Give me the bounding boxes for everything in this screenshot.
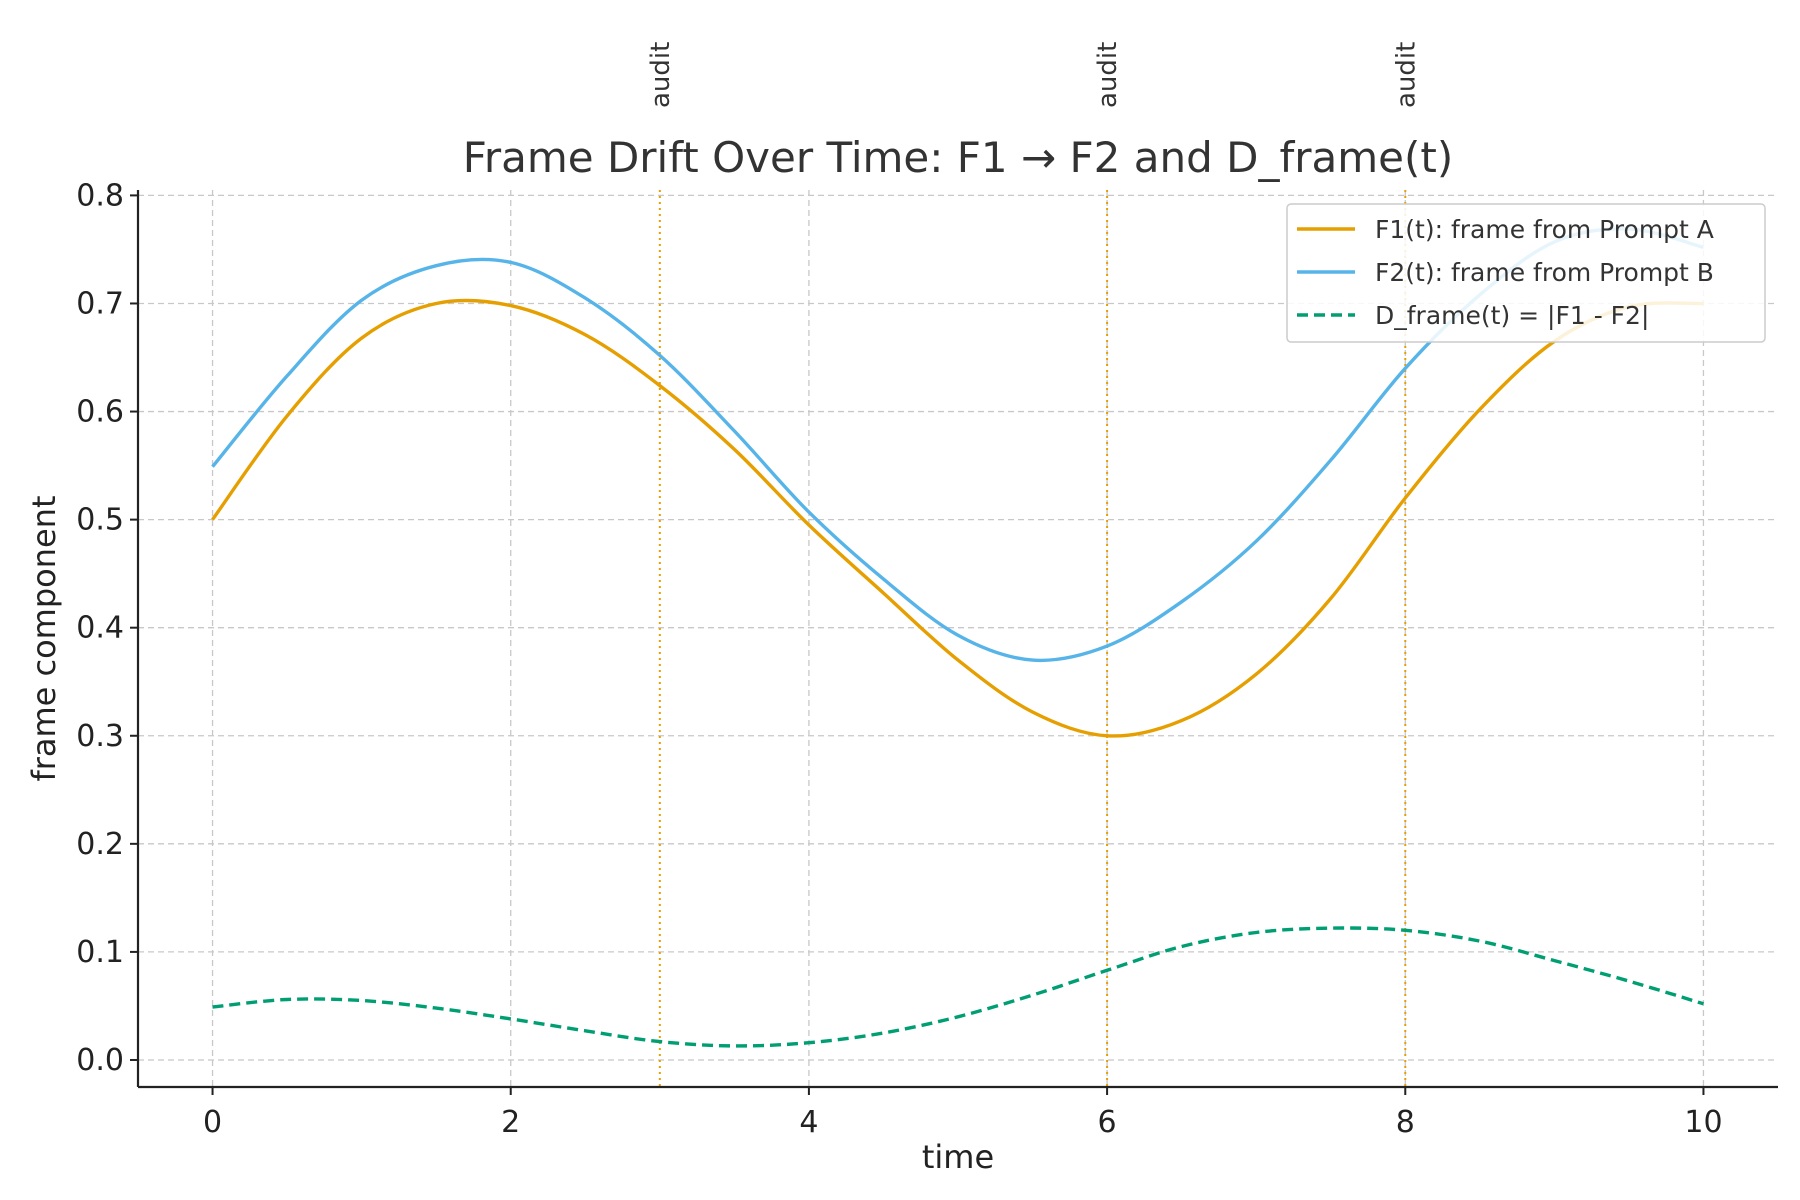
x-tick-label: 6 [1098,1105,1117,1140]
grid [138,190,1778,1087]
x-tick-label: 10 [1684,1105,1722,1140]
y-tick-label: 0.4 [76,611,124,646]
y-tick-label: 0.3 [76,719,124,754]
y-tick-label: 0.2 [76,827,124,862]
series-line [211,298,1704,738]
legend-box [1286,203,1766,343]
audit-label: audit [1391,42,1421,108]
audit-label: audit [646,42,676,108]
y-tick-label: 0.7 [76,286,124,321]
x-tick-label: 2 [501,1105,520,1140]
legend-label: F2(t): frame from Prompt B [1375,258,1714,287]
legend: F1(t): frame from Prompt A F2(t): frame f… [1286,203,1766,343]
axes [136,190,1778,1089]
y-tick-label: 0.8 [76,178,124,213]
legend-label: F1(t): frame from Prompt A [1375,215,1714,244]
y-tick-label: 0.0 [76,1043,124,1078]
audit-label: audit [1093,42,1123,108]
y-tick-label: 0.1 [76,935,124,970]
series-lines [211,227,1704,1048]
x-axis-label: time [922,1138,994,1176]
y-tick-label: 0.5 [76,503,124,538]
x-tick-label: 0 [203,1105,222,1140]
chart-title: Frame Drift Over Time: F1 → F2 and D_fra… [463,133,1454,182]
audit-markers: audit audit audit [646,42,1421,1087]
tick-labels: 0 2 4 6 8 10 0.0 0.1 0.2 0.3 0.4 0.5 0.6 0.7 0.8 [76,178,1722,1140]
series-line [212,926,1704,1048]
legend-label: D_frame(t) = |F1 - F2| [1375,301,1649,330]
x-tick-label: 8 [1396,1105,1415,1140]
x-tick-label: 4 [799,1105,818,1140]
legend-items: F1(t): frame from Prompt A F2(t): frame f… [1297,215,1714,330]
y-axis-label: frame component [25,495,63,781]
y-tick-label: 0.6 [76,395,124,430]
